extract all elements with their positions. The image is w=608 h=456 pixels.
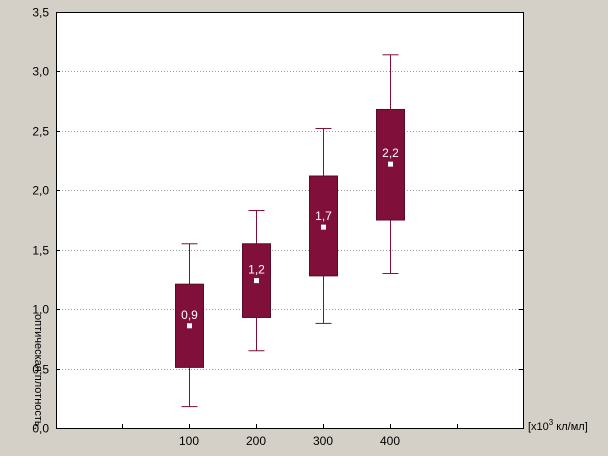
y-axis: 0,0 0,5 1,0 1,5 2,0 2,5 3,0 3,5 (32, 6, 523, 436)
y-tick-label: 2,0 (32, 184, 49, 198)
box-group-200: 1,2 (242, 209, 271, 352)
box-group-100: 0,9 (175, 243, 204, 408)
mean-marker (187, 323, 192, 329)
box-group-300: 1,7 (309, 127, 338, 324)
y-axis-label: оптическая плотность, (32, 314, 44, 430)
y-tick-label: 1,0 (32, 303, 49, 317)
y-tick-label: 3,5 (32, 6, 49, 20)
box-group-400: 2,2 (376, 54, 405, 274)
y-tick-label: 0,0 (32, 422, 49, 436)
y-tick-label: 1,5 (32, 244, 49, 258)
mean-marker (321, 224, 326, 230)
y-tick-label: 3,0 (32, 65, 49, 79)
boxplot-series: 0,9 1,2 1,7 2,2 (175, 54, 405, 408)
x-tick-label: 100 (179, 434, 199, 448)
mean-marker (254, 278, 259, 284)
x-axis-label: [x103 кл/мл] (528, 418, 588, 433)
plot-frame (56, 12, 524, 429)
mean-label: 2,2 (382, 146, 399, 160)
y-tick-label: 0,5 (32, 363, 49, 377)
x-axis: 100 200 300 400 (122, 424, 458, 448)
x-tick-label: 300 (313, 434, 333, 448)
mean-label: 1,2 (248, 263, 265, 277)
mean-marker (388, 161, 393, 167)
mean-label: 1,7 (315, 209, 332, 223)
x-tick-label: 200 (246, 434, 266, 448)
x-tick-label: 400 (380, 434, 400, 448)
y-tick-label: 2,5 (32, 125, 49, 139)
plot-area (56, 12, 523, 428)
mean-label: 0,9 (181, 308, 198, 322)
